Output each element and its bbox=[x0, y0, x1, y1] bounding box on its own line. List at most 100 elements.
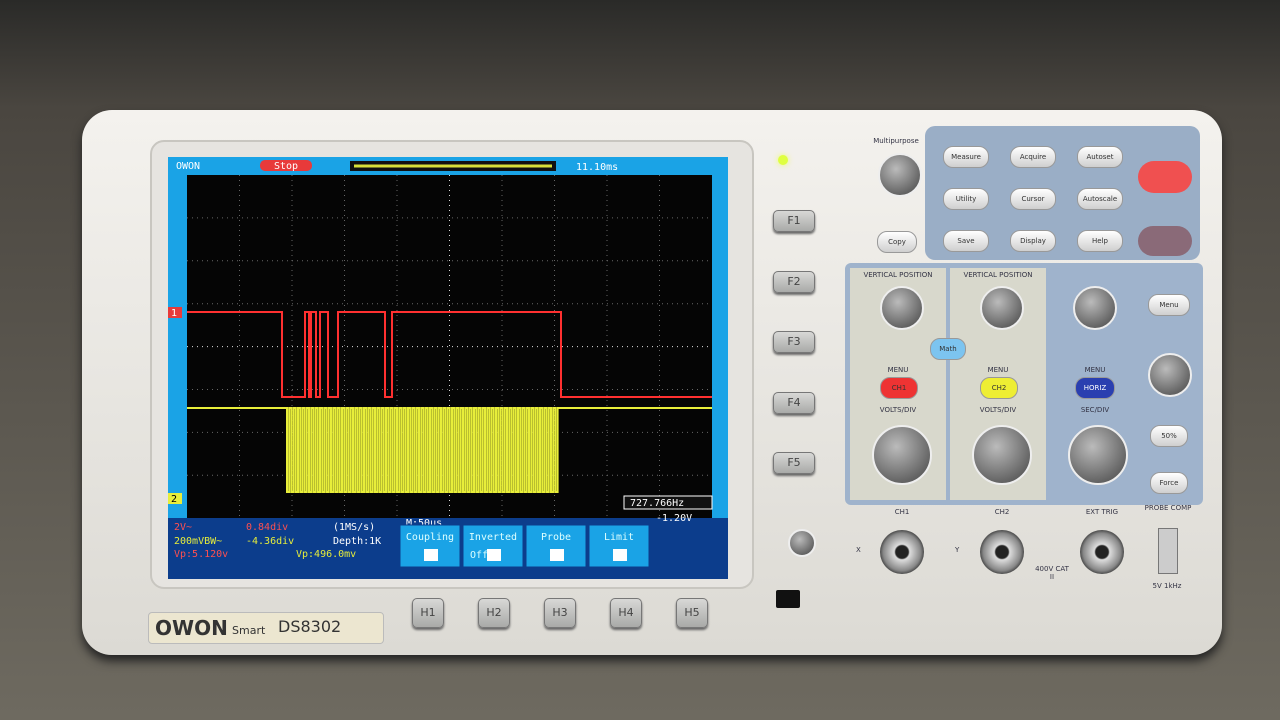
trigger-menu: Menu bbox=[1148, 294, 1190, 316]
trigger-time: 11.10ms bbox=[576, 162, 618, 173]
h-key: H4 bbox=[610, 598, 642, 628]
ch1-button: CH1 bbox=[880, 377, 918, 399]
ch2-scale: 200mVBW~ bbox=[174, 536, 222, 547]
function-button: Autoscale bbox=[1077, 188, 1123, 210]
multipurpose-label: Multipurpose bbox=[873, 137, 919, 145]
hpos-knob bbox=[1073, 286, 1117, 330]
sample-rate: (1MS/s) bbox=[333, 522, 375, 533]
ch2-trace bbox=[187, 407, 712, 493]
bnc-connector bbox=[980, 530, 1024, 574]
soft-key: F2 bbox=[773, 270, 815, 293]
led bbox=[778, 155, 788, 165]
probe-comp: PROBE COMP bbox=[1144, 504, 1192, 512]
y-label: Y bbox=[955, 546, 960, 554]
ch2-vp: Vp:496.0mv bbox=[296, 549, 356, 560]
ch2-marker: 2 bbox=[171, 494, 177, 505]
h-key: H1 bbox=[412, 598, 444, 628]
usb-port bbox=[776, 590, 800, 608]
screen-logo: OWON bbox=[176, 161, 200, 172]
trigger-level: -1.20V bbox=[656, 513, 692, 524]
menu-label: Coupling bbox=[406, 532, 454, 543]
function-button: Cursor bbox=[1010, 188, 1056, 210]
menu-label: MENU bbox=[887, 366, 909, 374]
position-label: VERTICAL POSITION bbox=[863, 271, 933, 279]
input-label: CH1 bbox=[894, 508, 910, 516]
h-key: H5 bbox=[676, 598, 708, 628]
bnc-connector bbox=[880, 530, 924, 574]
menu-item bbox=[588, 524, 650, 568]
ch2-button: CH2 bbox=[980, 377, 1018, 399]
menu-box bbox=[424, 549, 438, 561]
trigger-knob bbox=[1148, 353, 1192, 397]
input-label: EXT TRIG bbox=[1085, 508, 1119, 516]
soft-menu: Coupling Inverted Off Probe Limit bbox=[399, 524, 650, 568]
run-stop-button bbox=[1138, 161, 1192, 193]
ch1-marker: 1 bbox=[171, 308, 177, 319]
menu-label: MENU bbox=[987, 366, 1009, 374]
run-status: Stop bbox=[274, 161, 298, 172]
frequency: 727.766Hz bbox=[630, 498, 684, 509]
logo-box bbox=[172, 159, 230, 172]
copy-button: Copy bbox=[877, 231, 917, 253]
menu-label: Inverted bbox=[469, 532, 517, 543]
ch1-scale: 2V~ bbox=[174, 522, 192, 533]
menu-label: Limit bbox=[604, 532, 634, 543]
math-button: Math bbox=[930, 338, 966, 360]
depth: Depth:1K bbox=[333, 536, 381, 547]
sec-label: SEC/DIV bbox=[1080, 406, 1110, 414]
brand-model: DS8302 bbox=[278, 617, 342, 636]
timebase: M:50us bbox=[406, 518, 442, 529]
brand-logo: OWON bbox=[155, 616, 228, 640]
ch1-marker-box bbox=[168, 307, 182, 318]
function-button: Utility bbox=[943, 188, 989, 210]
ch2-marker-box bbox=[168, 493, 182, 504]
sec-knob bbox=[1068, 425, 1128, 485]
multipurpose-knob bbox=[878, 153, 922, 197]
volts-label: VOLTS/DIV bbox=[979, 406, 1017, 414]
comp-terminal bbox=[1158, 528, 1178, 574]
menu-box bbox=[487, 549, 501, 561]
position-knob bbox=[880, 286, 924, 330]
status-box bbox=[260, 160, 312, 171]
h-key: H3 bbox=[544, 598, 576, 628]
position-label: VERTICAL POSITION bbox=[963, 271, 1033, 279]
function-button: Acquire bbox=[1010, 146, 1056, 168]
power-button bbox=[788, 529, 816, 557]
ch2-offset: -4.36div bbox=[246, 536, 294, 547]
function-button: Autoset bbox=[1077, 146, 1123, 168]
rating: 400V CAT II bbox=[1035, 565, 1069, 581]
ch1-vp: Vp:5.120v bbox=[174, 549, 228, 560]
h-key: H2 bbox=[478, 598, 510, 628]
force-button: Force bbox=[1150, 472, 1188, 494]
input-label: CH2 bbox=[994, 508, 1010, 516]
function-button: Measure bbox=[943, 146, 989, 168]
volts-knob bbox=[972, 425, 1032, 485]
comp-value: 5V 1kHz bbox=[1152, 582, 1182, 590]
menu-box bbox=[613, 549, 627, 561]
ch1-offset: 0.84div bbox=[246, 522, 288, 533]
soft-key: F5 bbox=[773, 452, 815, 474]
x-label: X bbox=[856, 546, 861, 554]
soft-key: F1 bbox=[773, 210, 815, 232]
horiz-menu-label: MENU bbox=[1084, 366, 1106, 374]
menu-box bbox=[550, 549, 564, 561]
screen: OWON Stop 11.10ms 1 2 727.766Hz 2V~ 0.84… bbox=[168, 157, 728, 579]
soft-key: F3 bbox=[773, 331, 815, 353]
ch1-trace bbox=[187, 311, 712, 398]
horiz-button: HORIZ bbox=[1075, 377, 1115, 399]
position-knob bbox=[980, 286, 1024, 330]
function-button: Help bbox=[1077, 230, 1123, 252]
function-button: Display bbox=[1010, 230, 1056, 252]
volts-label: VOLTS/DIV bbox=[879, 406, 917, 414]
function-button: Save bbox=[943, 230, 989, 252]
bnc-connector bbox=[1080, 530, 1124, 574]
single-button bbox=[1138, 226, 1192, 256]
logo-plate bbox=[148, 612, 384, 644]
half-button: 50% bbox=[1150, 425, 1188, 447]
brand-series: Smart bbox=[232, 624, 266, 637]
menu-value: Off bbox=[470, 550, 488, 561]
freq-box bbox=[623, 495, 713, 510]
menu-label: Probe bbox=[541, 532, 571, 543]
volts-knob bbox=[872, 425, 932, 485]
